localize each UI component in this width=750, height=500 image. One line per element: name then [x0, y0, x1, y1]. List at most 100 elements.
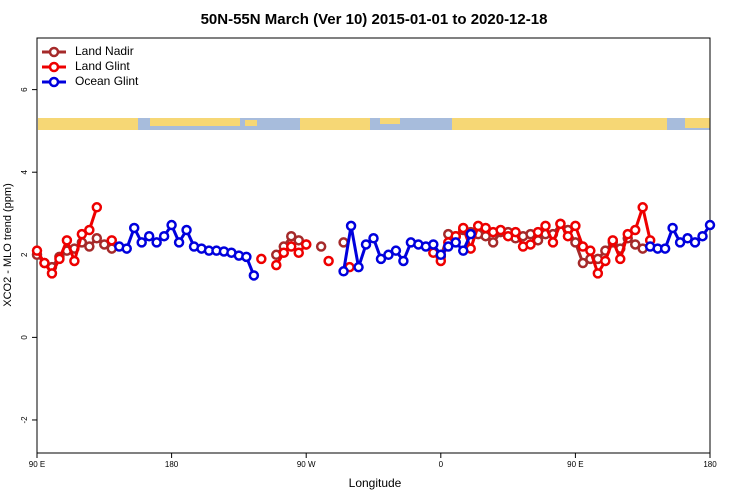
series-point [248, 270, 260, 281]
series-point [241, 251, 252, 263]
series-point [465, 228, 476, 240]
x-tick-label: 90 E [29, 460, 45, 469]
series-point [136, 237, 147, 248]
series-point [532, 226, 544, 238]
series-point [91, 233, 103, 244]
series-point [398, 255, 409, 267]
series-point [383, 249, 394, 261]
x-tick-label: 90 E [567, 460, 583, 469]
series-point [577, 257, 589, 269]
series-point [585, 245, 596, 256]
y-tick-label: 6 [20, 87, 29, 92]
series-point [682, 233, 693, 244]
series-point [502, 230, 514, 242]
series-point [91, 202, 103, 213]
series-point [84, 224, 95, 236]
series-point [555, 218, 566, 230]
y-tick-label: 2 [20, 252, 29, 257]
series-point [390, 245, 402, 256]
x-axis-label: Longitude [349, 476, 402, 490]
series-point [615, 253, 626, 265]
series-point [570, 237, 581, 248]
series-point [300, 239, 312, 250]
series-point [151, 237, 162, 248]
legend-label: Ocean Glint [75, 74, 139, 88]
y-tick-label: 0 [20, 335, 29, 340]
series-point [285, 241, 297, 252]
series-point [121, 243, 132, 254]
series-point [704, 219, 716, 231]
chart-title: 50N-55N March (Ver 10) 2015-01-01 to 202… [201, 11, 548, 28]
legend-label: Land Glint [75, 59, 130, 73]
y-tick-label: 4 [20, 169, 29, 174]
series-point [143, 230, 155, 242]
series-point [338, 266, 349, 277]
series-point [510, 226, 521, 238]
series-point [173, 237, 185, 248]
series-point [622, 228, 633, 240]
series-point [69, 255, 80, 267]
series-point [368, 233, 379, 244]
series-point [674, 237, 686, 248]
legend-marker [48, 76, 60, 88]
legend-marker [48, 46, 60, 58]
series-point [293, 235, 304, 246]
series-point [457, 245, 469, 256]
series-point [495, 224, 506, 236]
series-point [547, 237, 559, 248]
series-point [637, 202, 648, 213]
series-point [689, 237, 701, 248]
series-point [570, 220, 581, 232]
series-point [293, 247, 304, 258]
series-point [487, 237, 499, 248]
series-point [360, 239, 372, 250]
series-point [278, 247, 290, 258]
series-point [629, 224, 641, 236]
series-point [54, 253, 65, 265]
x-tick-label: 0 [439, 460, 444, 469]
series-point [592, 268, 604, 279]
series-point [353, 261, 364, 273]
series-point [457, 222, 469, 234]
series-point [181, 224, 192, 236]
y-tick-label: -2 [20, 416, 29, 424]
series-point [84, 241, 95, 252]
x-tick-label: 180 [703, 460, 717, 469]
series-point [323, 255, 334, 267]
series-point [450, 237, 462, 248]
series-point [443, 241, 454, 252]
series-point [345, 220, 357, 232]
series-point [285, 230, 297, 242]
series-point [31, 245, 43, 256]
series-point [271, 259, 282, 271]
series-point [315, 241, 327, 252]
series-point [375, 253, 387, 265]
legend-marker [48, 61, 60, 73]
legend-label: Land Nadir [75, 44, 134, 58]
series-point [697, 230, 708, 242]
series-point [540, 220, 551, 232]
series-point [166, 219, 177, 231]
map-strip [38, 118, 710, 130]
x-tick-label: 180 [165, 460, 179, 469]
series-point [46, 268, 58, 279]
series-point [600, 255, 611, 267]
series-point [256, 253, 267, 265]
y-axis-label: XCO2 - MLO trend (ppm) [2, 183, 14, 306]
series-point [525, 239, 536, 250]
series-point [39, 257, 50, 269]
series-point [577, 241, 589, 252]
series-point [480, 222, 491, 234]
series-point [667, 222, 678, 234]
series-point [61, 235, 73, 246]
series-point [76, 228, 88, 240]
x-tick-label: 90 W [297, 460, 316, 469]
series-point [629, 239, 641, 250]
series-point [562, 230, 574, 242]
series-point [99, 239, 110, 250]
series-point [659, 243, 671, 254]
series-point [128, 222, 140, 234]
series-point [607, 235, 619, 246]
series-point [106, 235, 118, 246]
